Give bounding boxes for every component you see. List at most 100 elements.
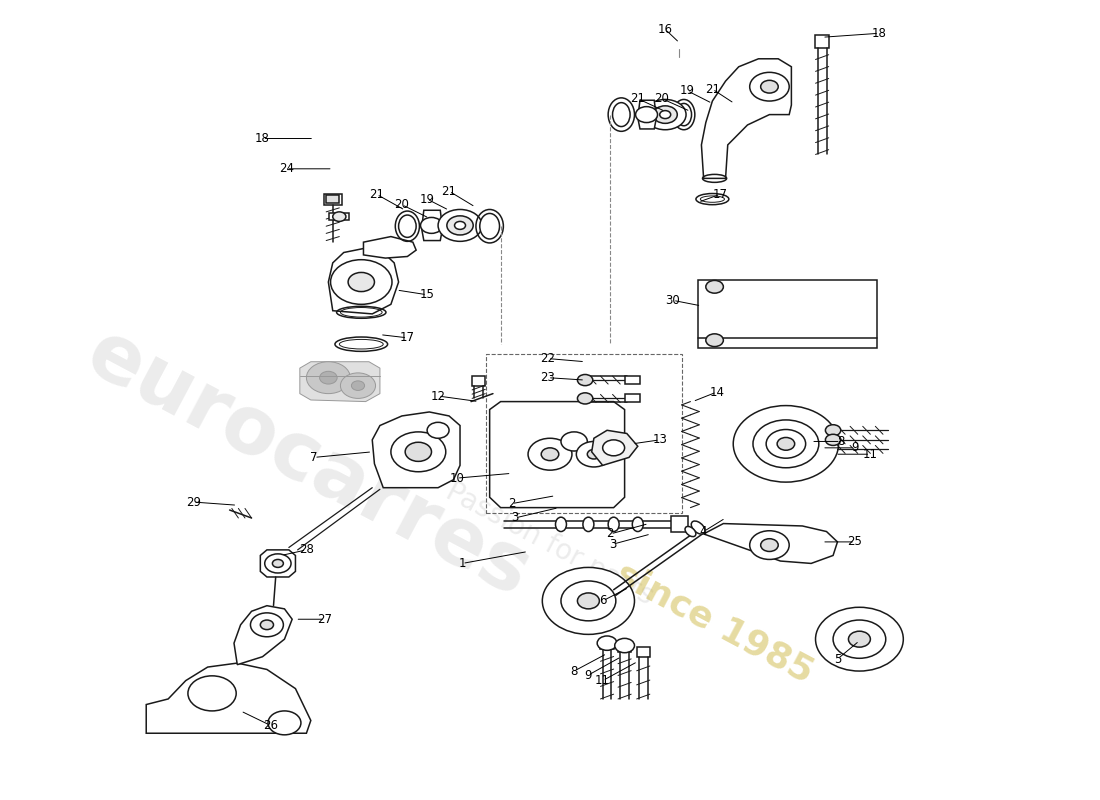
- Circle shape: [767, 430, 805, 458]
- Circle shape: [645, 99, 686, 130]
- Circle shape: [261, 620, 274, 630]
- Text: 2: 2: [508, 497, 515, 510]
- Text: 21: 21: [370, 188, 384, 201]
- Polygon shape: [261, 550, 296, 577]
- Circle shape: [833, 620, 886, 658]
- Text: 14: 14: [710, 386, 724, 398]
- Text: 7: 7: [310, 451, 318, 464]
- Text: eurocarres: eurocarres: [74, 314, 543, 614]
- Text: 8: 8: [571, 665, 578, 678]
- Text: 26: 26: [263, 718, 277, 732]
- Text: 1: 1: [459, 557, 466, 570]
- Text: 4: 4: [700, 525, 707, 538]
- Text: 23: 23: [540, 371, 556, 384]
- Circle shape: [307, 362, 350, 394]
- Text: 9: 9: [851, 442, 859, 454]
- Circle shape: [454, 222, 465, 230]
- Text: 25: 25: [848, 535, 862, 549]
- Polygon shape: [490, 402, 625, 508]
- Text: 29: 29: [186, 495, 201, 509]
- Polygon shape: [698, 281, 877, 348]
- Polygon shape: [300, 362, 379, 402]
- Bar: [637, 647, 650, 657]
- Bar: [330, 214, 349, 220]
- Circle shape: [815, 607, 903, 671]
- Circle shape: [848, 631, 870, 647]
- Ellipse shape: [398, 215, 416, 238]
- Text: 2: 2: [606, 527, 614, 541]
- Circle shape: [597, 636, 617, 650]
- Text: 21: 21: [441, 185, 456, 198]
- Bar: [625, 376, 640, 384]
- Circle shape: [528, 438, 572, 470]
- Circle shape: [777, 438, 794, 450]
- Circle shape: [761, 80, 778, 93]
- Circle shape: [331, 260, 392, 304]
- Circle shape: [825, 434, 840, 446]
- Circle shape: [188, 676, 236, 711]
- Text: 6: 6: [598, 594, 606, 607]
- Text: 13: 13: [652, 434, 668, 446]
- Circle shape: [825, 425, 840, 436]
- Bar: [625, 394, 640, 402]
- Circle shape: [636, 106, 658, 122]
- Circle shape: [761, 538, 778, 551]
- Text: 11: 11: [862, 448, 878, 461]
- Ellipse shape: [480, 214, 499, 239]
- Circle shape: [734, 406, 838, 482]
- Circle shape: [660, 110, 671, 118]
- Circle shape: [541, 448, 559, 461]
- Text: 28: 28: [299, 543, 314, 556]
- Circle shape: [438, 210, 482, 242]
- Text: 19: 19: [419, 193, 435, 206]
- Polygon shape: [638, 100, 657, 129]
- Text: 12: 12: [430, 390, 446, 402]
- Circle shape: [351, 381, 364, 390]
- Text: 9: 9: [585, 669, 592, 682]
- Circle shape: [561, 581, 616, 621]
- Text: 20: 20: [395, 198, 409, 211]
- Bar: [671, 516, 689, 532]
- Circle shape: [706, 281, 724, 293]
- Polygon shape: [329, 249, 398, 314]
- Text: 10: 10: [449, 472, 464, 485]
- Text: 17: 17: [713, 188, 727, 201]
- Text: 18: 18: [871, 26, 887, 40]
- Text: 24: 24: [279, 162, 294, 175]
- Ellipse shape: [583, 517, 594, 531]
- Circle shape: [578, 374, 593, 386]
- Ellipse shape: [685, 526, 696, 537]
- Polygon shape: [421, 210, 442, 241]
- Text: 22: 22: [540, 352, 556, 365]
- Circle shape: [754, 420, 818, 468]
- Polygon shape: [363, 237, 416, 258]
- Text: 11: 11: [595, 674, 610, 687]
- Circle shape: [653, 106, 678, 123]
- Bar: [472, 376, 485, 386]
- Circle shape: [706, 334, 724, 346]
- Text: 3: 3: [609, 538, 616, 550]
- Bar: [601, 639, 614, 649]
- Circle shape: [750, 530, 789, 559]
- Circle shape: [576, 442, 612, 467]
- Text: 16: 16: [658, 22, 673, 36]
- Circle shape: [268, 711, 301, 735]
- Polygon shape: [372, 412, 460, 488]
- Circle shape: [542, 567, 635, 634]
- Ellipse shape: [608, 517, 619, 531]
- Polygon shape: [146, 663, 311, 734]
- Ellipse shape: [613, 102, 630, 126]
- Text: 17: 17: [400, 331, 415, 344]
- Circle shape: [578, 393, 593, 404]
- Bar: [327, 195, 339, 203]
- Circle shape: [332, 212, 345, 222]
- Circle shape: [603, 440, 625, 456]
- Polygon shape: [704, 523, 837, 563]
- Circle shape: [348, 273, 374, 291]
- Ellipse shape: [676, 103, 692, 126]
- Circle shape: [251, 613, 284, 637]
- Text: 19: 19: [680, 84, 695, 97]
- Text: 21: 21: [705, 82, 719, 95]
- Circle shape: [561, 432, 587, 451]
- Polygon shape: [592, 430, 638, 466]
